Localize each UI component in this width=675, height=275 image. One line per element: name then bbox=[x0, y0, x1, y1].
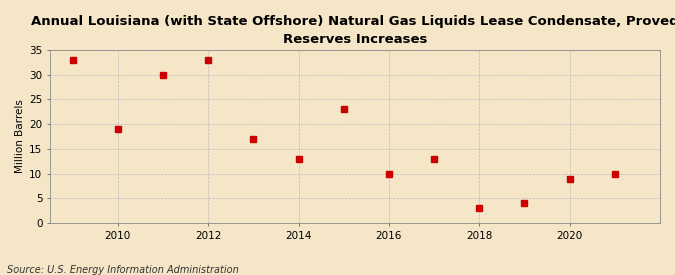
Title: Annual Louisiana (with State Offshore) Natural Gas Liquids Lease Condensate, Pro: Annual Louisiana (with State Offshore) N… bbox=[31, 15, 675, 46]
Text: Source: U.S. Energy Information Administration: Source: U.S. Energy Information Administ… bbox=[7, 265, 238, 275]
Y-axis label: Million Barrels: Million Barrels bbox=[15, 100, 25, 174]
